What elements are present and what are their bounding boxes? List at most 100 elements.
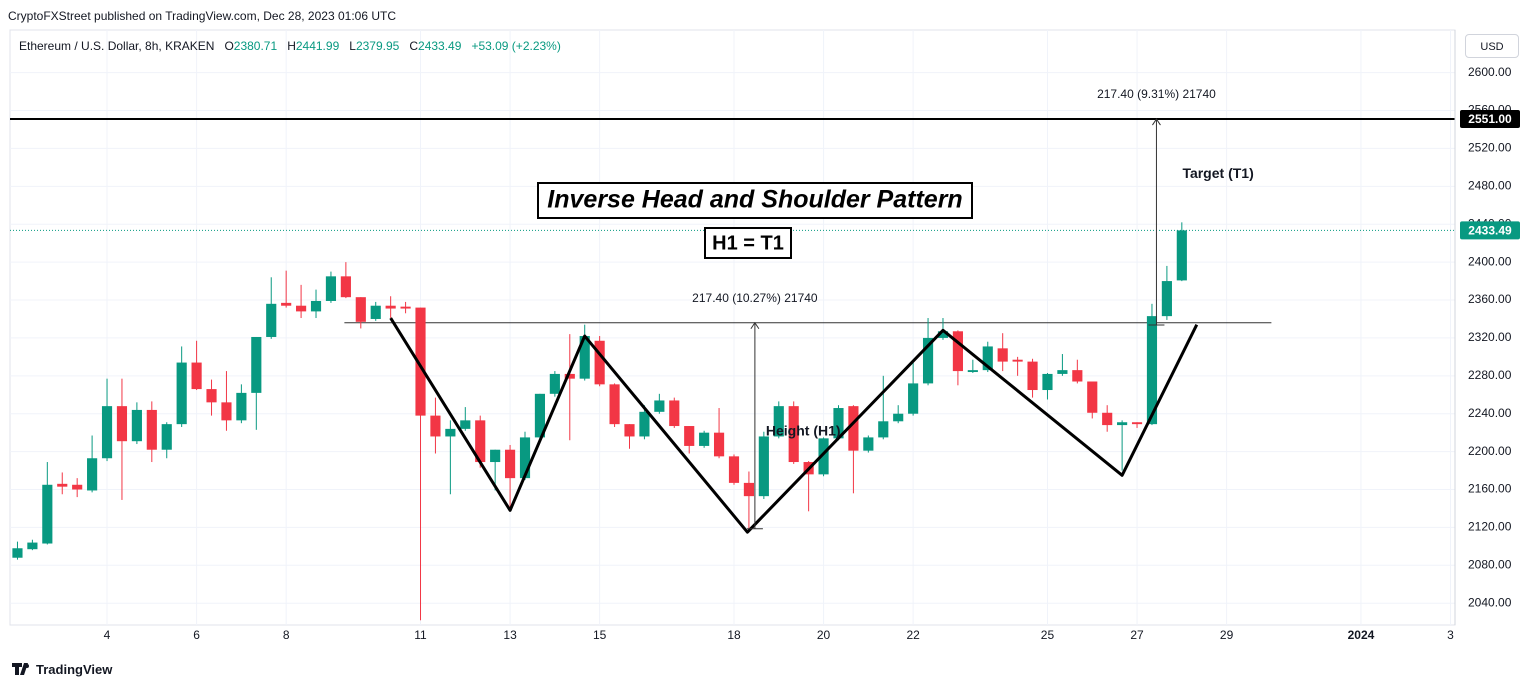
measure-arrow [1152,118,1161,126]
candle-body [609,384,620,425]
candle-body [281,302,292,306]
x-tick-label: 18 [727,628,741,642]
candle-body [236,392,247,421]
l-value: 2379.95 [355,39,400,53]
y-tick-label: 2280.00 [1468,368,1512,382]
x-tick-label: 11 [414,628,427,642]
candle-body [952,331,963,372]
candle-body [206,389,217,403]
equation-box [704,227,792,259]
y-tick-label: 2520.00 [1468,141,1512,155]
currency-button[interactable]: USD [1465,34,1519,58]
candle-body [27,542,38,550]
y-tick-label: 2080.00 [1468,557,1512,571]
candle-body [415,307,426,416]
x-tick-label: 2024 [1348,628,1375,642]
candle-body [937,331,949,338]
y-tick-label: 2400.00 [1468,254,1512,268]
measure-label: 217.40 (10.27%) 21740 [692,291,818,305]
candle-body [87,458,98,491]
candle-body [1057,370,1068,374]
candle-body [1131,422,1143,425]
candle-body [72,484,83,490]
measure-arrow [750,321,760,330]
candle-body [251,336,262,393]
candle-body [773,406,784,437]
x-tick-label: 13 [503,628,517,642]
candle-body [728,456,740,483]
pattern-title: Inverse Head and Shoulder Pattern [547,186,962,214]
x-tick-label: 3 [1447,628,1454,642]
candle-body [684,426,695,446]
change: +53.09 (+2.23%) [471,39,561,53]
x-tick-label: 27 [1130,628,1144,642]
c-label: C [409,39,419,53]
candle-body [266,303,277,337]
pattern-line [389,317,1199,534]
x-tick-label: 4 [104,628,111,642]
candle-body [161,424,172,450]
candle-body [191,362,202,390]
candle-body [57,483,68,487]
plot-area [9,29,1456,626]
candle-body [1042,373,1053,391]
x-tick-label: 25 [1041,628,1055,642]
candle-body [654,400,665,412]
x-tick-label: 22 [906,628,920,642]
candle-body [758,436,769,497]
symbol: Ethereum / U.S. Dollar, 8h, KRAKEN [19,39,215,53]
price-tag-label: 2433.49 [1468,224,1512,238]
candle-body [131,409,142,442]
price-tag-label: 2551.00 [1468,112,1512,126]
candle-body [490,449,501,463]
candle-body [445,428,456,437]
candle-body [460,420,471,429]
candle-body [325,276,337,301]
measure-name: Target (T1) [1182,165,1253,181]
candle-body [788,406,799,463]
legend: Ethereum / U.S. Dollar, 8h, KRAKEN O2380… [19,39,561,53]
logo-dot [25,664,29,668]
candle-body [549,373,560,394]
candle-body [848,406,859,451]
candle-body [818,438,829,475]
y-tick-label: 2120.00 [1468,520,1512,534]
equation: H1 = T1 [712,232,784,254]
logo-mark [12,663,28,675]
candle-body [475,420,486,463]
axes: 2040.00 2080.00 2120.00 2160.00 2200.00 2240.… [104,30,1520,642]
candle-body [878,421,889,438]
price-tag [1460,110,1520,129]
candle-body [594,340,605,385]
l-label: L [349,39,356,53]
candle-body [922,337,934,384]
x-tick-label: 15 [593,628,607,642]
logo [12,663,29,675]
x-tick-label: 6 [193,628,200,642]
candle-body [743,482,754,497]
x-tick-label: 20 [817,628,831,642]
y-tick-label: 2600.00 [1468,65,1512,79]
brand: TradingView [36,662,113,677]
candle-body [385,305,396,309]
candle-body [42,484,53,544]
candle-body [639,411,650,437]
candle-body [1117,422,1128,426]
y-tick-label: 2040.00 [1468,595,1512,609]
annotation-layer: 217.40 (10.27%) 21740 Height (H1) 217.40 (… [389,87,1254,534]
y-tick-label: 2200.00 [1468,444,1512,458]
y-tick-label: 2160.00 [1468,482,1512,496]
candle-body [1027,361,1038,391]
candle-body [863,437,874,451]
o-value: 2380.71 [233,39,278,53]
candle-body [101,406,113,459]
candle-body [116,406,128,442]
candle-body [1012,359,1023,362]
candle-body [1072,370,1083,382]
candle-body [624,424,635,437]
candle-body [833,408,844,439]
candle-body [579,336,590,379]
candle-body [296,305,307,312]
candle-body [400,306,411,309]
candle-body [1146,316,1158,425]
